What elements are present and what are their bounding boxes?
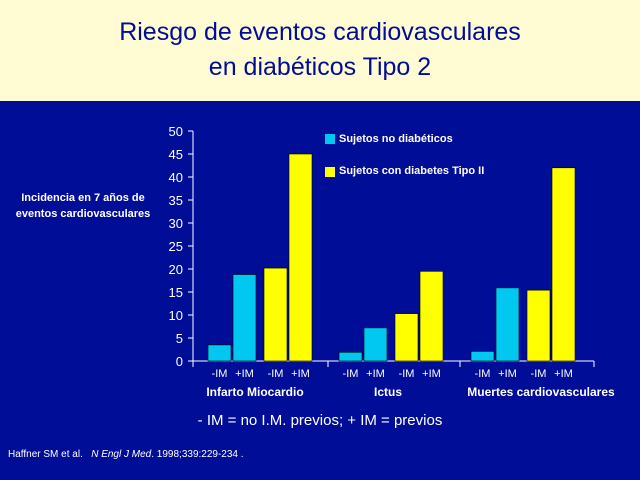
x-sublabel-ictus-no_diabetic-minusIM: -IM bbox=[343, 368, 359, 380]
legend-swatch-no-diabetic bbox=[325, 134, 335, 144]
y-tick-label-5: 5 bbox=[176, 331, 183, 346]
x-sublabel-muertes-cardiovasculares-no_diabetic-minusIM: -IM bbox=[475, 368, 491, 380]
bar-ictus-plusIM-no_diabetic bbox=[363, 327, 388, 362]
chart-title-line-2: en diabéticos Tipo 2 bbox=[208, 53, 432, 81]
y-tick-label-25: 25 bbox=[169, 239, 183, 254]
title-band: Riesgo de eventos cardiovasculares en di… bbox=[0, 0, 640, 101]
x-sublabel-muertes-cardiovasculares-no_diabetic-plusIM: +IM bbox=[498, 368, 517, 380]
y-tick-label-20: 20 bbox=[169, 262, 183, 277]
legend-label-diabetic: Sujetos con diabetes Tipo II bbox=[339, 165, 485, 177]
bar-muertes-cardiovasculares-minusIM-no_diabetic bbox=[470, 351, 495, 362]
x-sublabel-ictus-diabetic-minusIM: -IM bbox=[399, 368, 415, 380]
x-sublabel-ictus-no_diabetic-plusIM: +IM bbox=[366, 368, 385, 380]
bar-infarto-miocardio-minusIM-diabetic bbox=[263, 267, 288, 362]
y-tick-label-10: 10 bbox=[169, 308, 183, 323]
x-group-label-infarto-miocardio: Infarto Miocardio bbox=[206, 385, 303, 399]
bar-infarto-miocardio-plusIM-no_diabetic bbox=[232, 274, 257, 362]
bar-ictus-plusIM-diabetic bbox=[419, 270, 444, 362]
x-sublabel-muertes-cardiovasculares-diabetic-minusIM: -IM bbox=[531, 368, 547, 380]
y-axis-label-line-1: Incidencia en 7 años de bbox=[21, 192, 145, 204]
footnote: - IM = no I.M. previos; + IM = previos bbox=[197, 412, 443, 429]
bar-infarto-miocardio-plusIM-diabetic bbox=[288, 153, 313, 362]
bar-muertes-cardiovasculares-plusIM-no_diabetic bbox=[495, 287, 520, 362]
x-sublabel-infarto-miocardio-no_diabetic-minusIM: -IM bbox=[212, 368, 228, 380]
x-group-label-ictus: Ictus bbox=[374, 385, 402, 399]
x-sublabel-muertes-cardiovasculares-diabetic-plusIM: +IM bbox=[554, 368, 573, 380]
x-sublabel-infarto-miocardio-diabetic-minusIM: -IM bbox=[268, 368, 284, 380]
y-axis-label-line-2: eventos cardiovasculares bbox=[15, 208, 151, 220]
x-group-label-muertes-cardiovasculares: Muertes cardiovasculares bbox=[467, 385, 615, 399]
y-tick-label-15: 15 bbox=[169, 285, 183, 300]
legend-label-no-diabetic: Sujetos no diabéticos bbox=[339, 133, 453, 145]
bar-ictus-minusIM-no_diabetic bbox=[338, 351, 363, 362]
citation-details: . 1998;339:229-234 . bbox=[151, 449, 244, 460]
bar-muertes-cardiovasculares-minusIM-diabetic bbox=[526, 289, 551, 362]
citation: Haffner SM et al. N Engl J Med. 1998;339… bbox=[8, 449, 244, 460]
y-tick-label-45: 45 bbox=[169, 147, 183, 162]
chart-title-line-1: Riesgo de eventos cardiovasculares bbox=[119, 18, 521, 46]
citation-authors: Haffner SM et al. bbox=[8, 449, 83, 460]
x-sublabel-infarto-miocardio-diabetic-plusIM: +IM bbox=[291, 368, 310, 380]
y-tick-label-0: 0 bbox=[176, 354, 183, 369]
y-tick-label-40: 40 bbox=[169, 170, 183, 185]
y-tick-label-35: 35 bbox=[169, 193, 183, 208]
legend-swatch-diabetic bbox=[325, 167, 335, 177]
bar-muertes-cardiovasculares-plusIM-diabetic bbox=[551, 167, 576, 362]
bar-ictus-minusIM-diabetic bbox=[394, 313, 419, 362]
bar-infarto-miocardio-minusIM-no_diabetic bbox=[207, 344, 232, 362]
x-sublabel-infarto-miocardio-no_diabetic-plusIM: +IM bbox=[235, 368, 254, 380]
citation-journal: N Engl J Med bbox=[91, 449, 152, 460]
x-sublabel-ictus-diabetic-plusIM: +IM bbox=[422, 368, 441, 380]
y-tick-label-30: 30 bbox=[169, 216, 183, 231]
y-tick-label-50: 50 bbox=[169, 124, 183, 139]
